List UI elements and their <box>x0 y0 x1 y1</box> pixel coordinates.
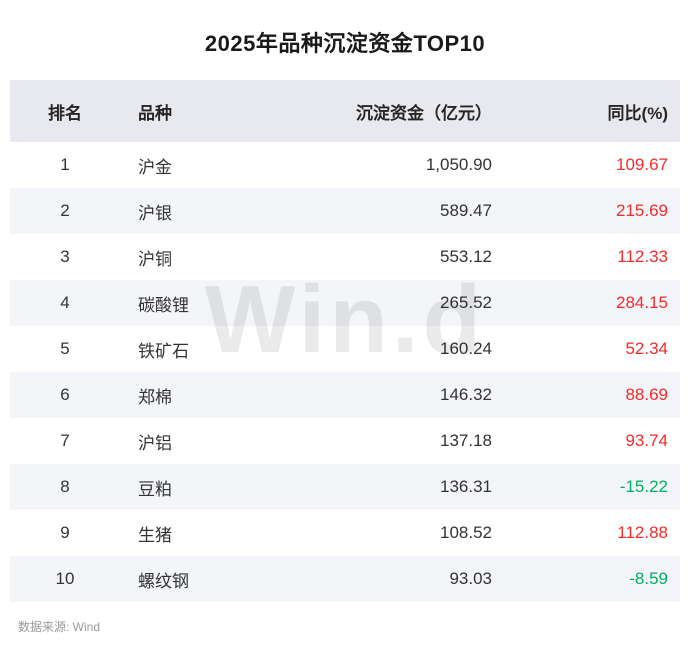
cell-yoy: -8.59 <box>629 569 668 588</box>
page-title: 2025年品种沉淀资金TOP10 <box>204 31 486 56</box>
cell-name: 铁矿石 <box>138 341 189 361</box>
cell-fund: 108.52 <box>440 523 492 542</box>
table-row: 2 沪银 589.47 215.69 <box>10 188 680 234</box>
table-row: 6 郑棉 146.32 88.69 <box>10 372 680 418</box>
table-row: 1 沪金 1,050.90 109.67 <box>10 142 680 188</box>
cell-name: 沪铝 <box>138 433 172 453</box>
cell-name: 沪铜 <box>138 249 172 269</box>
cell-yoy: 215.69 <box>616 201 668 220</box>
cell-yoy: 52.34 <box>625 339 668 358</box>
table-row: 4 碳酸锂 265.52 284.15 <box>10 280 680 326</box>
cell-name: 豆粕 <box>138 479 172 499</box>
cell-rank: 8 <box>60 477 70 496</box>
cell-yoy: 112.88 <box>617 523 668 542</box>
cell-fund: 1,050.90 <box>425 155 492 174</box>
cell-name: 碳酸锂 <box>138 295 189 315</box>
table-row: 10 螺纹钢 93.03 -8.59 <box>10 556 680 602</box>
cell-yoy: 88.69 <box>625 385 668 404</box>
cell-name: 沪银 <box>138 203 172 223</box>
data-source-label: 数据来源: Wind <box>18 620 101 634</box>
cell-rank: 4 <box>60 293 70 312</box>
cell-yoy: 112.33 <box>617 247 668 266</box>
header-name: 品种 <box>138 103 172 123</box>
cell-name: 郑棉 <box>138 387 172 407</box>
table-row: 8 豆粕 136.31 -15.22 <box>10 464 680 510</box>
cell-rank: 1 <box>60 155 70 174</box>
header-rank: 排名 <box>48 103 82 123</box>
cell-yoy: 109.67 <box>616 155 668 174</box>
table-header-row: 排名 品种 沉淀资金（亿元） 同比(%) <box>10 80 680 142</box>
cell-name: 螺纹钢 <box>138 571 189 591</box>
cell-fund: 93.03 <box>449 569 492 588</box>
table-body: 1 沪金 1,050.90 109.67 2 沪银 589.47 215.69 3 沪铜 553.1… <box>10 142 680 602</box>
table-row: 9 生猪 108.52 112.88 <box>10 510 680 556</box>
header-yoy: 同比(%) <box>607 103 668 123</box>
header-fund: 沉淀资金（亿元） <box>356 103 492 123</box>
cell-fund: 589.47 <box>440 201 492 220</box>
cell-fund: 265.52 <box>440 293 492 312</box>
cell-rank: 6 <box>60 385 70 404</box>
cell-yoy: 93.74 <box>625 431 668 450</box>
data-table: 排名 品种 沉淀资金（亿元） 同比(%) 1 沪金 1,050.90 109.67 2 沪… <box>10 80 680 602</box>
cell-rank: 10 <box>55 569 75 588</box>
cell-fund: 553.12 <box>440 247 492 266</box>
cell-rank: 5 <box>60 339 70 358</box>
table-row: 7 沪铝 137.18 93.74 <box>10 418 680 464</box>
cell-rank: 7 <box>60 431 70 450</box>
cell-fund: 137.18 <box>440 431 492 450</box>
table-row: 3 沪铜 553.12 112.33 <box>10 234 680 280</box>
cell-yoy: -15.22 <box>619 477 668 496</box>
cell-name: 沪金 <box>138 157 172 177</box>
cell-rank: 9 <box>60 523 70 542</box>
cell-name: 生猪 <box>138 525 172 545</box>
cell-rank: 2 <box>60 201 70 220</box>
cell-fund: 146.32 <box>440 385 492 404</box>
cell-fund: 136.31 <box>440 477 492 496</box>
cell-rank: 3 <box>60 247 70 266</box>
cell-fund: 160.24 <box>440 339 492 358</box>
table-row: 5 铁矿石 160.24 52.34 <box>10 326 680 372</box>
cell-yoy: 284.15 <box>616 293 668 312</box>
